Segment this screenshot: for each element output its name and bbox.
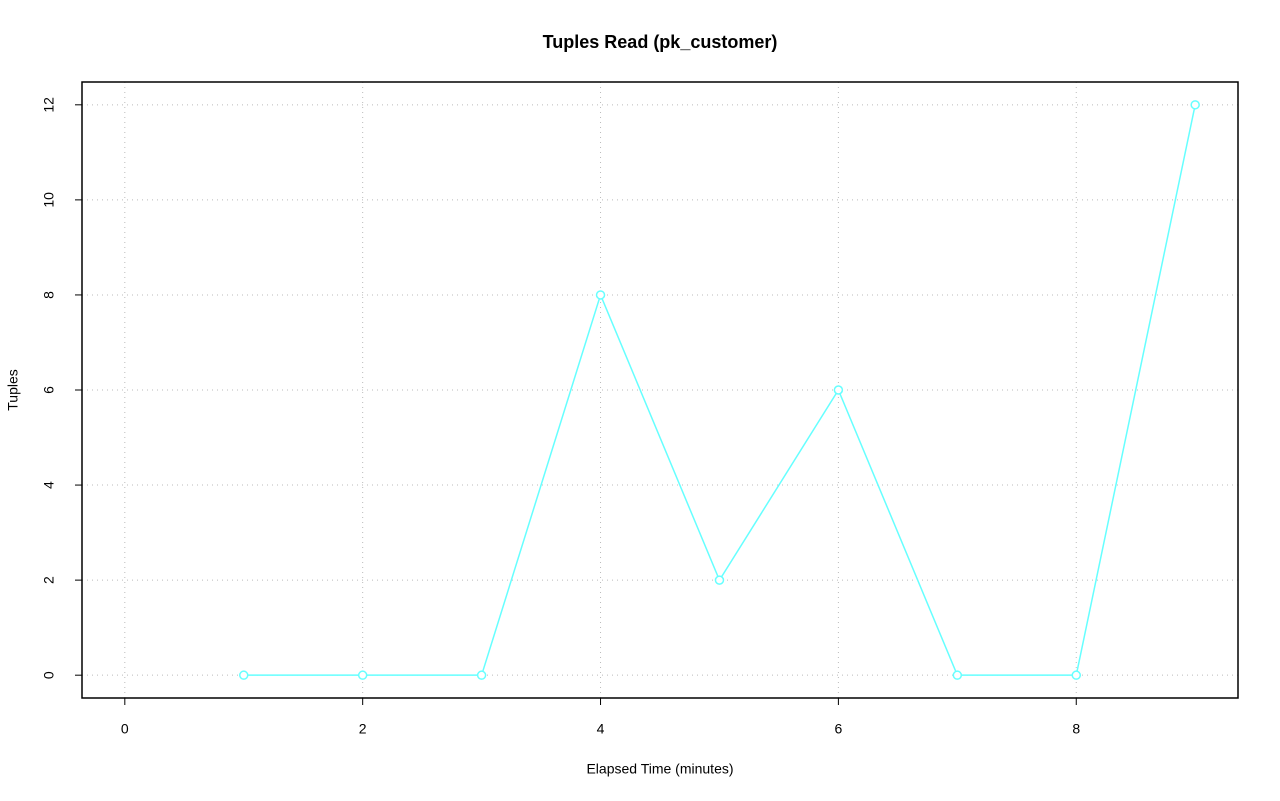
y-tick-label: 10	[41, 192, 57, 208]
x-tick-label: 6	[834, 721, 842, 737]
data-point	[833, 385, 844, 395]
data-point	[238, 670, 249, 680]
y-tick-label: 12	[41, 97, 57, 113]
x-tick-label: 0	[121, 721, 129, 737]
x-tick-label: 2	[359, 721, 367, 737]
y-axis-label: Tuples	[5, 369, 21, 411]
y-tick-label: 8	[41, 291, 57, 299]
data-point	[1190, 100, 1200, 110]
data-point	[714, 575, 725, 585]
data-point	[1071, 670, 1082, 680]
x-tick-label: 8	[1072, 721, 1080, 737]
y-tick-label: 2	[41, 576, 57, 584]
data-point	[952, 670, 963, 680]
data-point	[476, 670, 487, 680]
x-axis-label: Elapsed Time (minutes)	[586, 761, 733, 777]
x-tick-label: 4	[597, 721, 605, 737]
chart-title: Tuples Read (pk_customer)	[543, 32, 778, 52]
data-point	[357, 670, 368, 680]
y-tick-label: 4	[41, 481, 57, 489]
plot-frame	[81, 81, 1239, 699]
y-tick-label: 0	[41, 671, 57, 679]
y-tick-label: 6	[41, 386, 57, 394]
data-point	[595, 290, 606, 300]
